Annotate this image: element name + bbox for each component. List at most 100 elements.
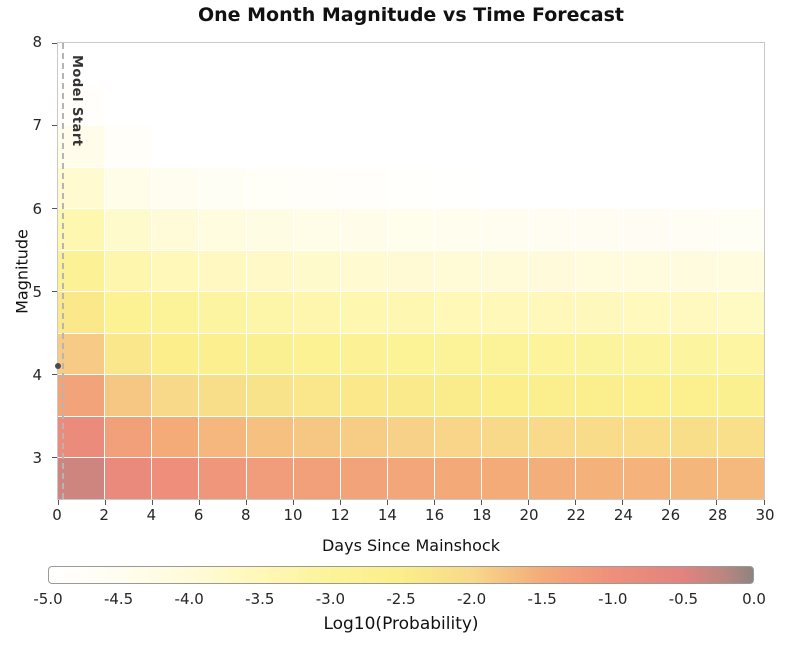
y-tick-mark bbox=[52, 125, 57, 127]
heatmap-cell bbox=[246, 416, 293, 458]
heatmap-cell bbox=[199, 416, 246, 458]
heatmap-cell bbox=[482, 209, 529, 250]
heatmap-cell bbox=[387, 458, 435, 499]
x-tick-mark bbox=[198, 500, 200, 505]
x-tick-mark bbox=[57, 500, 59, 505]
heatmap-cell bbox=[152, 167, 199, 209]
x-tick-mark bbox=[386, 500, 388, 505]
heatmap-cell bbox=[199, 84, 246, 126]
x-tick-mark bbox=[763, 500, 765, 505]
heatmap-cell bbox=[105, 333, 152, 375]
y-tick-mark bbox=[52, 291, 57, 293]
y-tick-label: 6 bbox=[32, 199, 42, 218]
heatmap-cell bbox=[246, 292, 293, 333]
heatmap-cell bbox=[623, 43, 670, 84]
heatmap-cell bbox=[340, 126, 387, 167]
heatmap-cell bbox=[199, 43, 246, 84]
heatmap-cell bbox=[435, 84, 482, 126]
x-tick-mark bbox=[292, 500, 294, 505]
heatmap-cell bbox=[387, 250, 435, 292]
colorbar-ticks: -5.0 -4.5 -4.0 -3.5 -3.0 -2.5 -2.0 -1.5 -1.0 -0.5… bbox=[33, 590, 766, 610]
y-tick-label: 3 bbox=[32, 449, 42, 468]
heatmap-cell bbox=[387, 333, 435, 375]
heatmap-cell bbox=[529, 250, 576, 292]
colorbar-tick-label: -3.0 bbox=[315, 590, 346, 608]
x-tick-mark bbox=[669, 500, 671, 505]
heatmap-cell bbox=[293, 167, 340, 209]
heatmap-cell bbox=[482, 416, 529, 458]
x-tick-mark bbox=[716, 500, 718, 505]
x-tick-label: 30 bbox=[755, 506, 775, 524]
heatmap-cell bbox=[670, 250, 717, 292]
heatmap-cell bbox=[623, 84, 670, 126]
x-tick-label: 12 bbox=[330, 506, 350, 524]
chart-title: One Month Magnitude vs Time Forecast bbox=[197, 4, 625, 26]
heatmap-cell bbox=[576, 126, 623, 167]
heatmap-cell bbox=[152, 126, 199, 167]
heatmap-grid bbox=[58, 43, 764, 499]
heatmap-cell bbox=[293, 333, 340, 375]
heatmap-cell bbox=[482, 167, 529, 209]
heatmap-cell bbox=[670, 84, 717, 126]
colorbar-tick-label: -2.0 bbox=[456, 590, 487, 608]
x-tick-label: 2 bbox=[99, 506, 109, 524]
heatmap-cell bbox=[529, 84, 576, 126]
heatmap-cell bbox=[387, 292, 435, 333]
heatmap-cell bbox=[199, 209, 246, 250]
heatmap-cell bbox=[670, 333, 717, 375]
heatmap-cell bbox=[58, 416, 105, 458]
x-tick-mark bbox=[151, 500, 153, 505]
heatmap-cell bbox=[105, 416, 152, 458]
x-tick-label: 26 bbox=[661, 506, 681, 524]
heatmap-cell bbox=[293, 250, 340, 292]
heatmap-cell bbox=[529, 292, 576, 333]
heatmap-cell bbox=[576, 375, 623, 416]
heatmap-cell bbox=[152, 209, 199, 250]
heatmap-cell bbox=[340, 250, 387, 292]
heatmap-cell bbox=[623, 250, 670, 292]
heatmap-cell bbox=[670, 209, 717, 250]
heatmap-cell bbox=[529, 458, 576, 499]
heatmap-cell bbox=[58, 43, 105, 84]
heatmap-cell bbox=[529, 375, 576, 416]
heatmap-cell bbox=[293, 209, 340, 250]
heatmap-cell bbox=[199, 458, 246, 499]
x-axis-ticks: 0 2 4 6 8 10 12 14 16 18 20 22 24 26 28 30 bbox=[52, 506, 774, 526]
heatmap-cell bbox=[623, 126, 670, 167]
heatmap-cell bbox=[670, 126, 717, 167]
model-start-line bbox=[62, 43, 64, 499]
heatmap-cell bbox=[293, 458, 340, 499]
heatmap-cell bbox=[105, 209, 152, 250]
heatmap-cell bbox=[717, 333, 764, 375]
colorbar-tick-label: -1.0 bbox=[598, 590, 628, 608]
heatmap-cell bbox=[576, 209, 623, 250]
heatmap-cell bbox=[340, 84, 387, 126]
x-tick-label: 4 bbox=[146, 506, 157, 524]
heatmap-cell bbox=[58, 209, 105, 250]
x-tick-mark bbox=[575, 500, 577, 505]
heatmap-cell bbox=[717, 292, 764, 333]
heatmap-cell bbox=[435, 250, 482, 292]
x-tick-label: 6 bbox=[193, 506, 204, 524]
heatmap-cell bbox=[105, 375, 152, 416]
heatmap-cell bbox=[199, 292, 246, 333]
heatmap-cell bbox=[717, 43, 764, 84]
heatmap-cell bbox=[58, 292, 105, 333]
heatmap-cell bbox=[435, 167, 482, 209]
x-tick-label: 22 bbox=[566, 506, 586, 524]
heatmap-cell bbox=[387, 209, 435, 250]
heatmap-cell bbox=[482, 84, 529, 126]
heatmap-cell bbox=[529, 43, 576, 84]
heatmap-cell bbox=[482, 43, 529, 84]
x-tick-mark bbox=[434, 500, 436, 505]
heatmap-cell bbox=[717, 209, 764, 250]
colorbar bbox=[48, 566, 754, 584]
heatmap-cell bbox=[340, 333, 387, 375]
colorbar-tick-label: -3.5 bbox=[245, 590, 275, 608]
heatmap-cell bbox=[435, 126, 482, 167]
heatmap-cell bbox=[387, 126, 435, 167]
colorbar-tick-label: -0.5 bbox=[668, 590, 699, 608]
colorbar-tick-label: -2.5 bbox=[386, 590, 416, 608]
heatmap-cell bbox=[105, 292, 152, 333]
